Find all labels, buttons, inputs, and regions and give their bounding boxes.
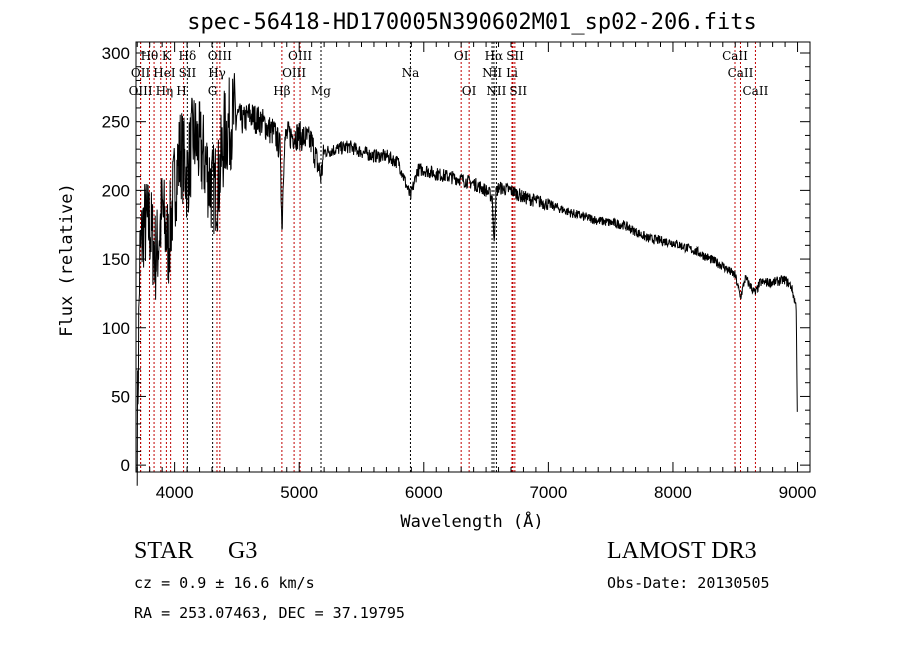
spectral-line-label: CaII	[728, 66, 754, 80]
spectral-line-label: H	[176, 84, 186, 98]
y-tick-label: 150	[102, 250, 130, 269]
y-tick-label: 50	[111, 387, 130, 406]
spectral-line-label: SII	[509, 84, 527, 98]
redshift-info: cz = 0.9 ± 16.6 km/s	[134, 574, 315, 592]
plot-frame	[135, 41, 811, 473]
spectral-line-label: NII	[486, 84, 506, 98]
y-axis-label: Flux (relative)	[57, 183, 77, 337]
y-tick-label: 200	[102, 181, 130, 200]
obs-date: Obs-Date: 20130505	[607, 574, 770, 592]
x-tick-label: 6000	[405, 483, 443, 502]
spectral-line-label: OIII	[288, 49, 312, 63]
survey-label: LAMOST DR3	[607, 538, 757, 564]
y-tick-label: 250	[102, 113, 130, 132]
spectral-line-label: Hα	[485, 49, 504, 63]
spectral-line-label: G	[208, 84, 218, 98]
x-tick-label: 9000	[779, 483, 817, 502]
spectral-line-label: NII	[482, 66, 502, 80]
x-tick-label: 7000	[529, 483, 567, 502]
chart-title: spec-56418-HD170005N390602M01_sp02-206.f…	[187, 10, 757, 35]
coordinates: RA = 253.07463, DEC = 37.19795	[134, 604, 405, 622]
spectrum-line	[136, 73, 798, 486]
spectral-line-label: Na	[402, 66, 420, 80]
x-axis-label: Wavelength (Å)	[400, 512, 544, 532]
object-subclass: G3	[228, 538, 258, 564]
spectral-line-label: OI	[462, 84, 477, 98]
spectral-line-label: CaII	[722, 49, 748, 63]
spectral-line-label: SII	[179, 66, 197, 80]
x-tick-label: 8000	[654, 483, 692, 502]
spectral-line-label: OIII	[208, 49, 232, 63]
x-tick-label: 4000	[156, 483, 194, 502]
spectral-line-label: Li	[506, 66, 518, 80]
spectral-line-label: Hη	[156, 84, 174, 98]
spectral-line-label: K	[162, 49, 172, 63]
spectral-line-label: OIII	[282, 66, 306, 80]
spectral-line-label: Hδ	[179, 49, 197, 63]
spectral-line-label: CaII	[743, 84, 769, 98]
y-tick-label: 100	[102, 319, 130, 338]
spectral-line-label: Hθ	[141, 49, 159, 63]
spectral-line-label: OII	[131, 66, 151, 80]
spectral-line-label: SII	[506, 49, 524, 63]
spectral-line-label: OIII	[129, 84, 153, 98]
spectral-line-label: Hγ	[208, 66, 226, 80]
spectral-line-label: HeI	[153, 66, 176, 80]
spectral-line-label: OI	[454, 49, 469, 63]
x-tick-label: 5000	[280, 483, 318, 502]
spectral-line-label: Hβ	[273, 84, 290, 98]
spectral-line-label: Mg	[311, 84, 331, 98]
object-class: STAR	[134, 538, 194, 564]
y-tick-label: 0	[121, 456, 130, 475]
y-tick-label: 300	[102, 44, 130, 63]
